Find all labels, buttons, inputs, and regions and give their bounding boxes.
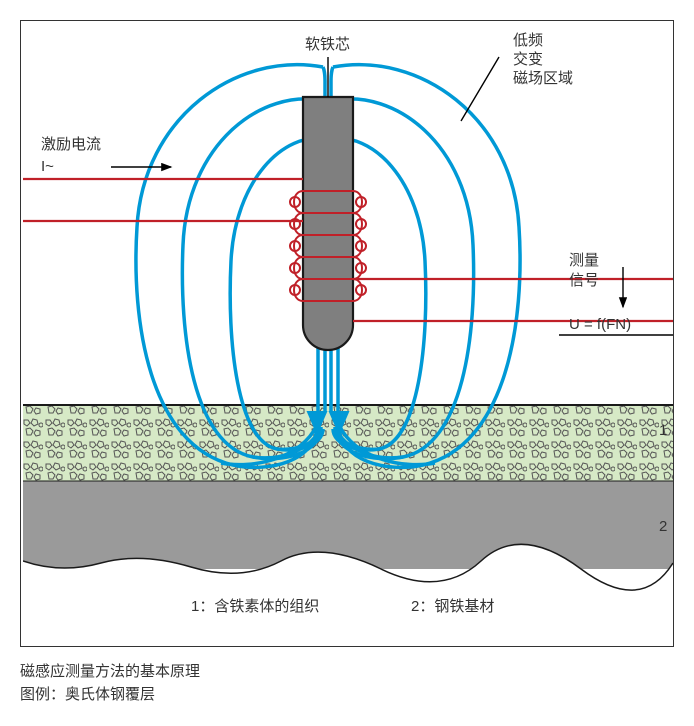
label-formula: U = f(FN)	[569, 316, 631, 333]
label-exciting: 激励电流	[41, 136, 101, 153]
caption-title: 磁感应测量方法的基本原理	[20, 661, 674, 684]
label-exciting-sym: I~	[41, 158, 54, 175]
label-field-1: 低频	[513, 32, 543, 49]
legend-2: 2：钢铁基材	[411, 598, 494, 615]
label-field-2: 交变	[513, 50, 543, 68]
label-core: 软铁芯	[305, 36, 350, 53]
caption: 磁感应测量方法的基本原理 图例：奥氏体钢覆层	[20, 661, 674, 706]
legend-1: 1：含铁素体的组织	[191, 598, 319, 615]
layer2-num: 2	[659, 518, 667, 535]
leader-lines	[111, 57, 673, 335]
caption-sub: 图例：奥氏体钢覆层	[20, 684, 674, 707]
label-measure-1: 测量	[569, 252, 599, 269]
soft-iron-core	[303, 97, 353, 350]
figure-container: 1 2 软铁芯 低频 交变 磁场区域 激励电流 I~ 测量 信号 U = f(F…	[20, 20, 674, 706]
figure-border: 1 2 软铁芯 低频 交变 磁场区域 激励电流 I~ 测量 信号 U = f(F…	[20, 20, 674, 647]
label-measure-2: 信号	[569, 272, 599, 289]
layer1-num: 1	[659, 422, 667, 439]
label-field-3: 磁场区域	[513, 70, 573, 87]
diagram-svg: 1 2 软铁芯 低频 交变 磁场区域 激励电流 I~ 测量 信号 U = f(F…	[21, 21, 675, 641]
